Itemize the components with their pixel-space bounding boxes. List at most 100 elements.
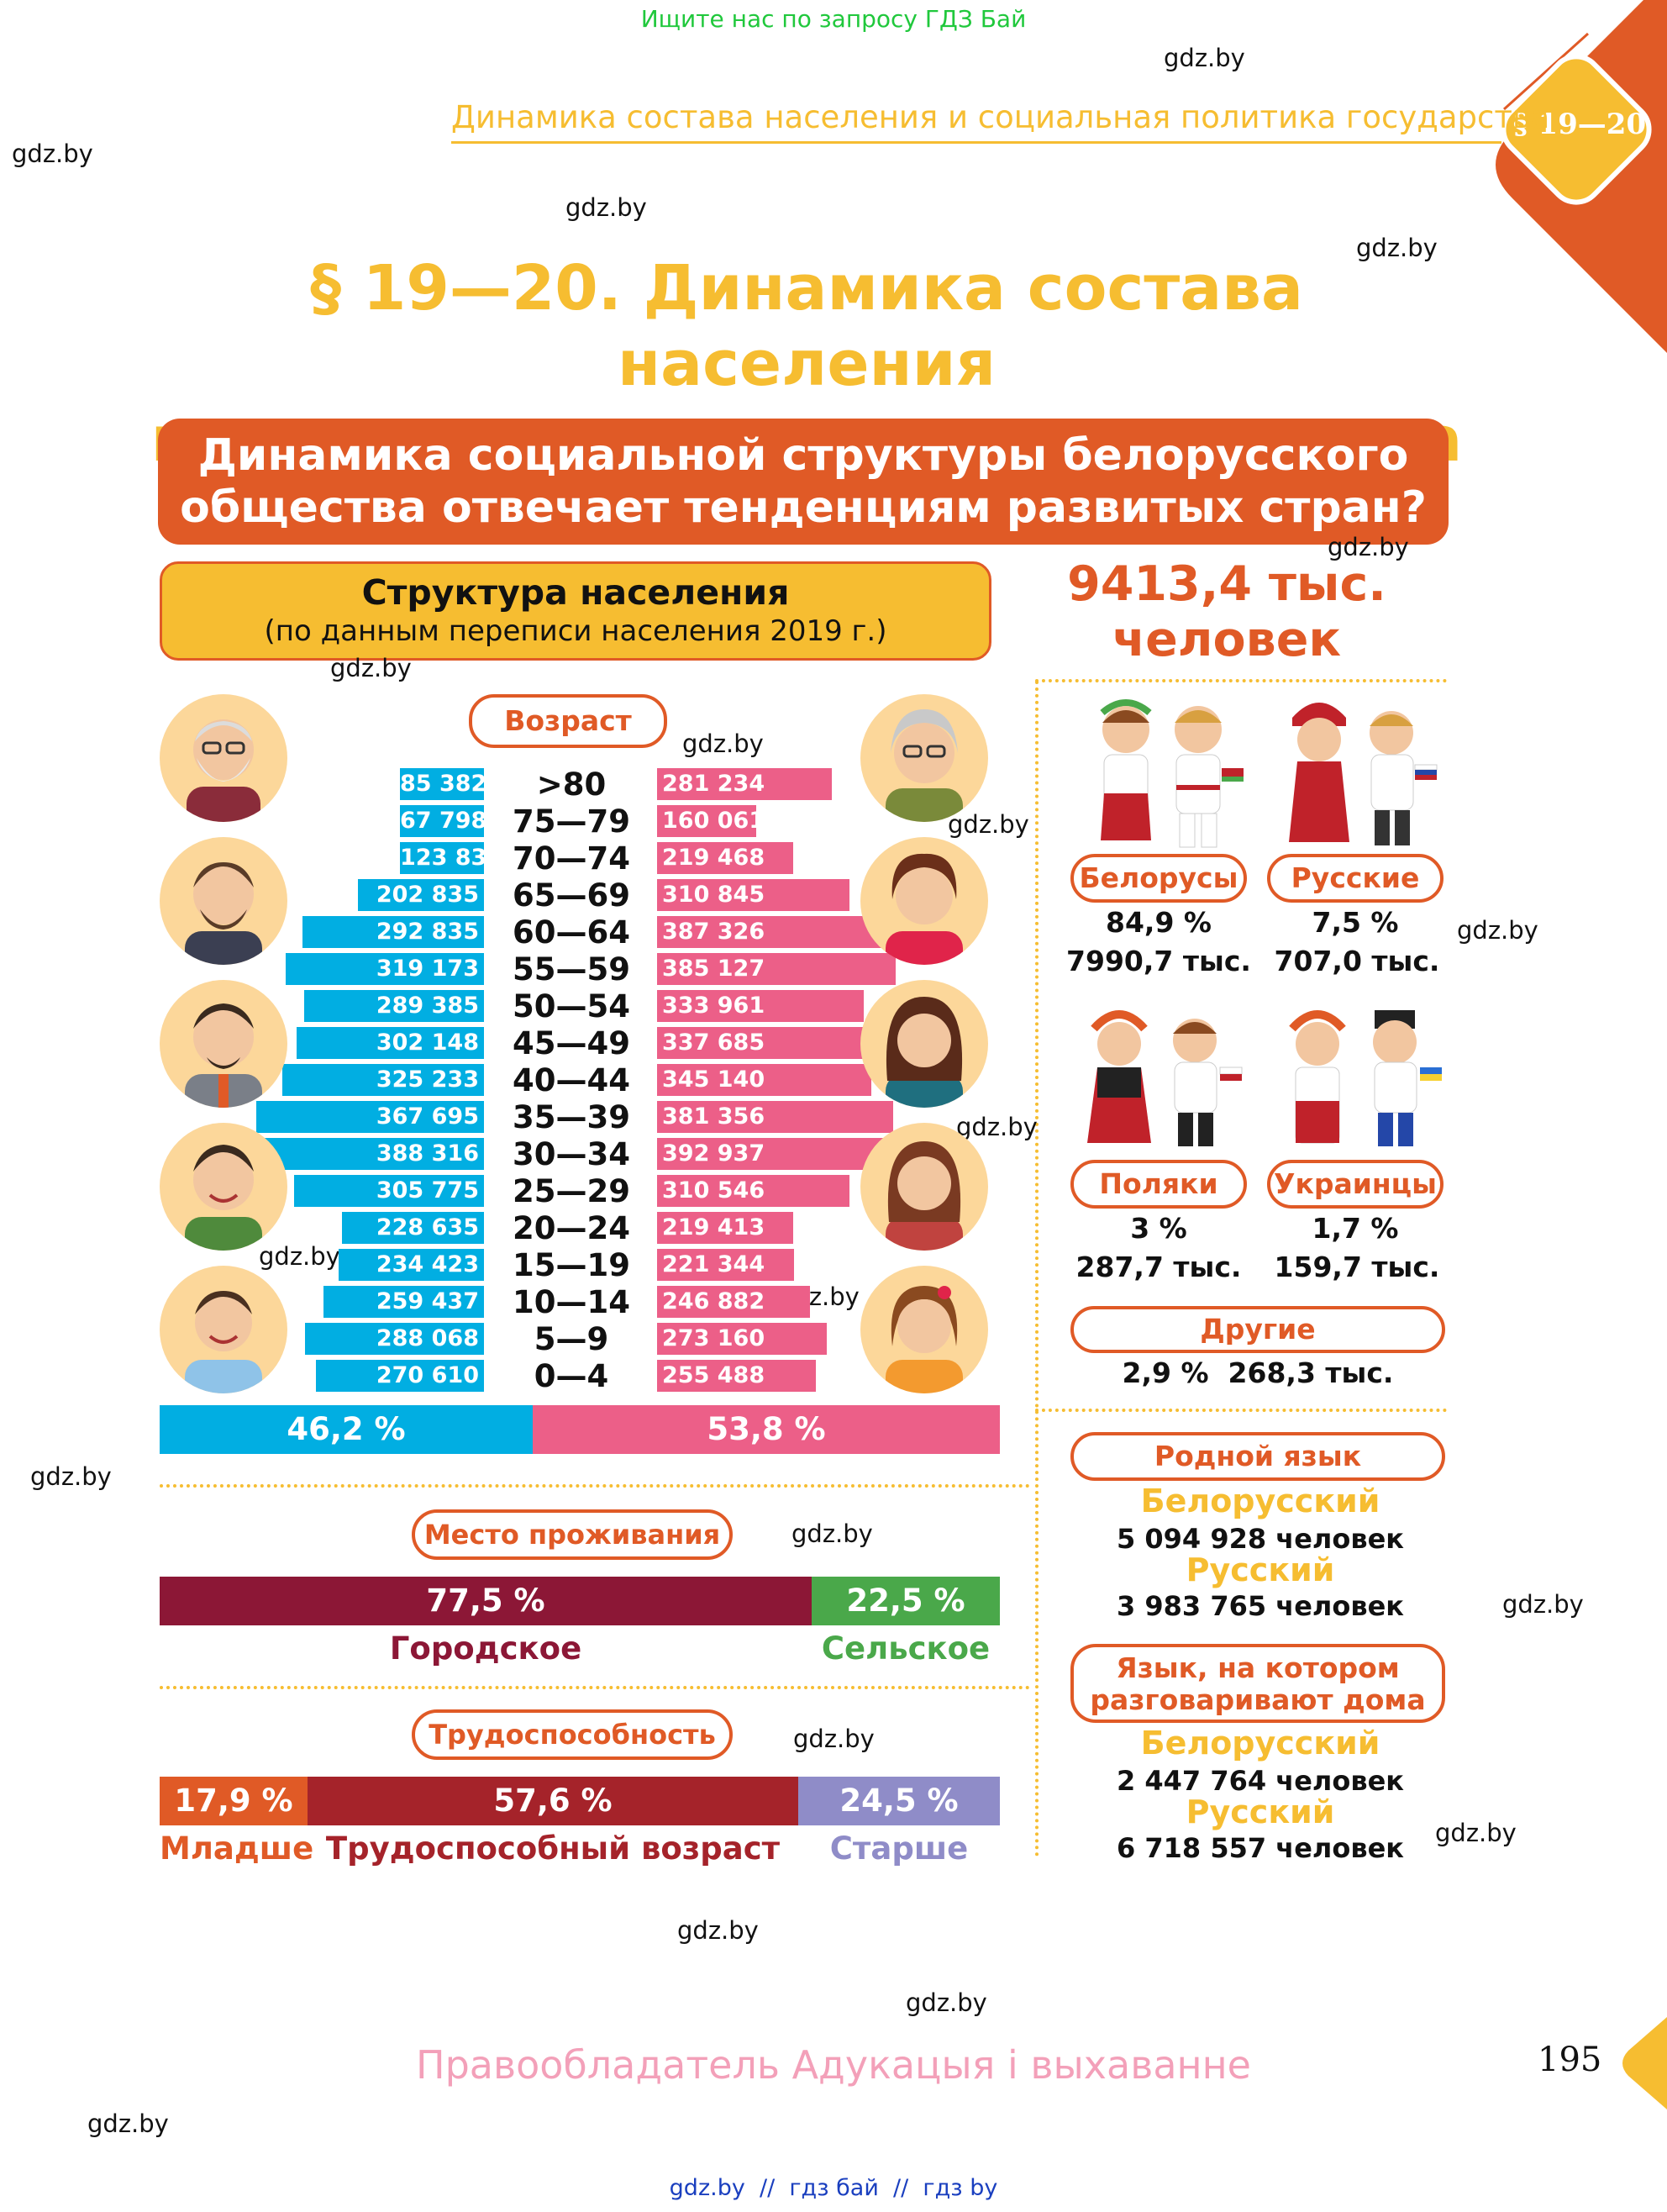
age-group-label: 40—44 [513, 1062, 630, 1098]
female-bar: 219 413 [657, 1212, 793, 1244]
female-bar: 246 882 [657, 1286, 811, 1318]
ukrainians-percent: 1,7 % [1312, 1212, 1399, 1245]
female-bar: 387 326 [657, 916, 897, 948]
russians-count: 707,0 тыс. [1274, 945, 1440, 977]
female-bar: 381 356 [657, 1101, 894, 1133]
others-value: 2,9 % 268,3 тыс. [1122, 1356, 1394, 1389]
age-group-label: 15—19 [513, 1247, 630, 1283]
home-language-1: Белорусский [1140, 1725, 1380, 1762]
age-group-label: 5—9 [534, 1321, 609, 1357]
watermark: gdz.by [565, 193, 647, 222]
watermark: gdz.by [12, 140, 93, 168]
male-bar: 234 423 [338, 1249, 484, 1281]
age-group-label: 65—69 [513, 877, 630, 914]
male-bar: 302 148 [297, 1027, 484, 1059]
female-bar: 333 961 [657, 990, 865, 1022]
belarusians-percent: 84,9 % [1106, 906, 1212, 939]
male-bar: 325 233 [281, 1064, 484, 1096]
male-share-bar: 46,2 % [160, 1405, 533, 1454]
watermark: gdz.by [1457, 916, 1538, 945]
structure-header: Структура населения (по данным переписи … [160, 561, 991, 661]
divider [1035, 1409, 1447, 1412]
age-label: Возраст [469, 694, 667, 748]
watermark: gdz.by [906, 1988, 987, 2017]
male-bar: 270 610 [316, 1360, 484, 1392]
bottom-links: gdz.by // гдз бай // гдз by [669, 2175, 998, 2201]
total-population-unit: человек [1112, 612, 1342, 667]
watermark: gdz.by [1502, 1590, 1584, 1619]
watermark: gdz.by [30, 1462, 112, 1491]
male-bar: 85 382 [400, 768, 486, 800]
urban-share-bar: 77,5 % [160, 1577, 812, 1625]
home-language-label-line-1: Язык, на котором [1116, 1651, 1400, 1684]
watermark: gdz.by [1435, 1819, 1517, 1847]
ukrainians-count: 159,7 тыс. [1274, 1251, 1440, 1283]
male-bar: 67 798 [400, 805, 486, 837]
native-language-2-count: 3 983 765 человек [1116, 1590, 1405, 1622]
female-share-bar: 53,8 % [533, 1405, 1000, 1454]
watermark: gdz.by [791, 1519, 873, 1548]
native-language-1: Белорусский [1140, 1483, 1380, 1519]
male-bar: 388 316 [243, 1138, 484, 1170]
russians-percent: 7,5 % [1312, 906, 1399, 939]
age-group-label: 10—14 [513, 1284, 630, 1320]
female-bar: 310 546 [657, 1175, 850, 1207]
home-language-label-line-2: разговаривают дома [1090, 1683, 1426, 1716]
girl-avatar [860, 1266, 988, 1393]
belarusians-label: Белорусы [1070, 854, 1247, 903]
age-group-label: 45—49 [513, 1025, 630, 1061]
younger-label: Младше [160, 1830, 314, 1867]
watermark: gdz.by [956, 1113, 1038, 1141]
age-group-label: 70—74 [513, 840, 630, 877]
key-question-line-2: общества отвечает тенденциям развитых ст… [180, 482, 1427, 533]
russians-label: Русские [1267, 854, 1444, 903]
female-bar: 385 127 [657, 953, 897, 985]
male-bar: 228 635 [342, 1212, 484, 1244]
male-bar: 288 068 [305, 1323, 484, 1355]
female-bar: 160 061 [657, 805, 765, 837]
working-age-label: Трудоспособный возраст [325, 1830, 781, 1867]
age-group-label: 75—79 [513, 803, 630, 840]
structure-title: Структура населения [361, 572, 790, 613]
young-woman-avatar [860, 1123, 988, 1251]
divider [160, 1686, 1030, 1689]
polish-couple-illustration [1087, 1010, 1243, 1146]
urban-label: Городское [389, 1630, 582, 1667]
female-bar: 310 845 [657, 879, 850, 911]
watermark: gdz.by [682, 729, 764, 758]
male-bar: 367 695 [255, 1101, 484, 1133]
poles-count: 287,7 тыс. [1075, 1251, 1242, 1283]
adult-man-avatar [160, 980, 287, 1108]
adult-woman-avatar [860, 980, 988, 1108]
watermark: gdz.by [1356, 234, 1438, 262]
native-language-1-count: 5 094 928 человек [1116, 1523, 1405, 1555]
native-language-label: Родной язык [1070, 1432, 1445, 1481]
belarusians-count: 7990,7 тыс. [1066, 945, 1251, 977]
running-head: Динамика состава населения и социальная … [451, 99, 1550, 135]
age-group-label: 20—24 [513, 1210, 630, 1246]
female-bar: 255 488 [657, 1360, 816, 1392]
key-question-line-1: Динамика социальной структуры белорусско… [197, 430, 1409, 481]
older-share-bar: 24,5 % [798, 1777, 1000, 1825]
elderly-woman-avatar [860, 694, 988, 822]
watermark: gdz.by [1328, 533, 1409, 561]
poles-label: Поляки [1070, 1160, 1247, 1209]
key-question: Динамика социальной структуры белорусско… [158, 419, 1449, 545]
age-group-label: 35—39 [513, 1099, 630, 1135]
watermark: gdz.by [259, 1242, 340, 1271]
female-bar: 337 685 [657, 1027, 867, 1059]
copyright-footer: Правообладатель Адукацыя і выхаванне [416, 2042, 1251, 2088]
age-group-label: >80 [536, 766, 607, 803]
male-bar: 123 837 [400, 842, 502, 874]
others-label: Другие [1070, 1306, 1445, 1353]
ukrainians-label: Украинцы [1267, 1160, 1444, 1209]
age-group-label: 0—4 [534, 1358, 609, 1394]
female-bar: 273 160 [657, 1323, 827, 1355]
native-language-2: Русский [1186, 1551, 1335, 1588]
female-bar: 219 468 [657, 842, 793, 874]
male-bar: 292 835 [302, 916, 484, 948]
female-bar: 392 937 [657, 1138, 901, 1170]
elderly-man-avatar [160, 694, 287, 822]
middle-aged-woman-avatar [860, 837, 988, 965]
male-bar: 305 775 [294, 1175, 484, 1207]
